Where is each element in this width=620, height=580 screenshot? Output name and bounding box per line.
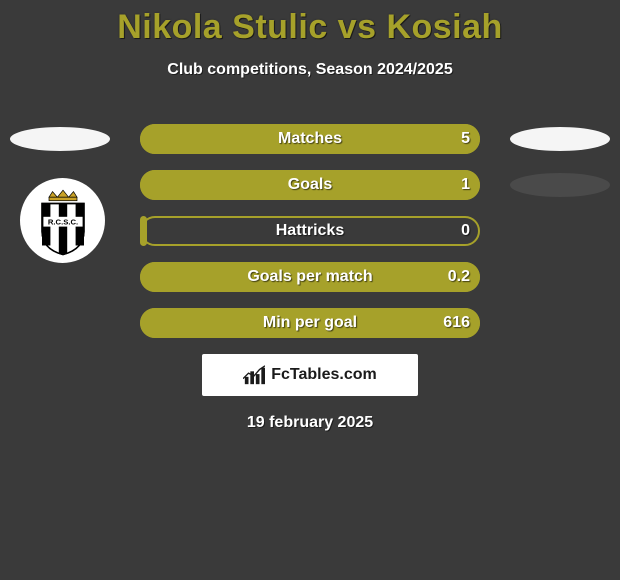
bar-fill [140,308,480,338]
svg-text:R.C.S.C.: R.C.S.C. [47,217,77,226]
fctables-badge[interactable]: FcTables.com [202,354,418,396]
bar-outline [140,216,480,246]
bar-fill [140,262,480,292]
bar-fill [140,124,480,154]
stat-row: Min per goal 616 [0,300,620,346]
bar-fill [140,170,480,200]
bar-chart-icon [243,364,265,386]
rcsc-crest-icon: R.C.S.C. [28,186,98,256]
stat-bars: Matches 5 Goals 1 Hattricks 0 Goa [0,116,620,346]
infographic-root: Nikola Stulic vs Kosiah Club competition… [0,0,620,580]
bar-fill [140,216,147,246]
bar-outline [140,124,480,154]
right-ellipse-icon [510,127,610,151]
bar-outline [140,308,480,338]
left-ellipse-icon [10,127,110,151]
page-subtitle: Club competitions, Season 2024/2025 [0,61,620,79]
page-title: Nikola Stulic vs Kosiah [0,0,620,47]
fctables-label: FcTables.com [271,366,377,384]
infographic-date: 19 february 2025 [0,414,620,432]
bar-outline [140,262,480,292]
bar-outline [140,170,480,200]
club-badge-icon: R.C.S.C. [20,178,105,263]
stat-row: Goals per match 0.2 [0,254,620,300]
right-ellipse-icon [510,173,610,197]
stat-row: Matches 5 [0,116,620,162]
